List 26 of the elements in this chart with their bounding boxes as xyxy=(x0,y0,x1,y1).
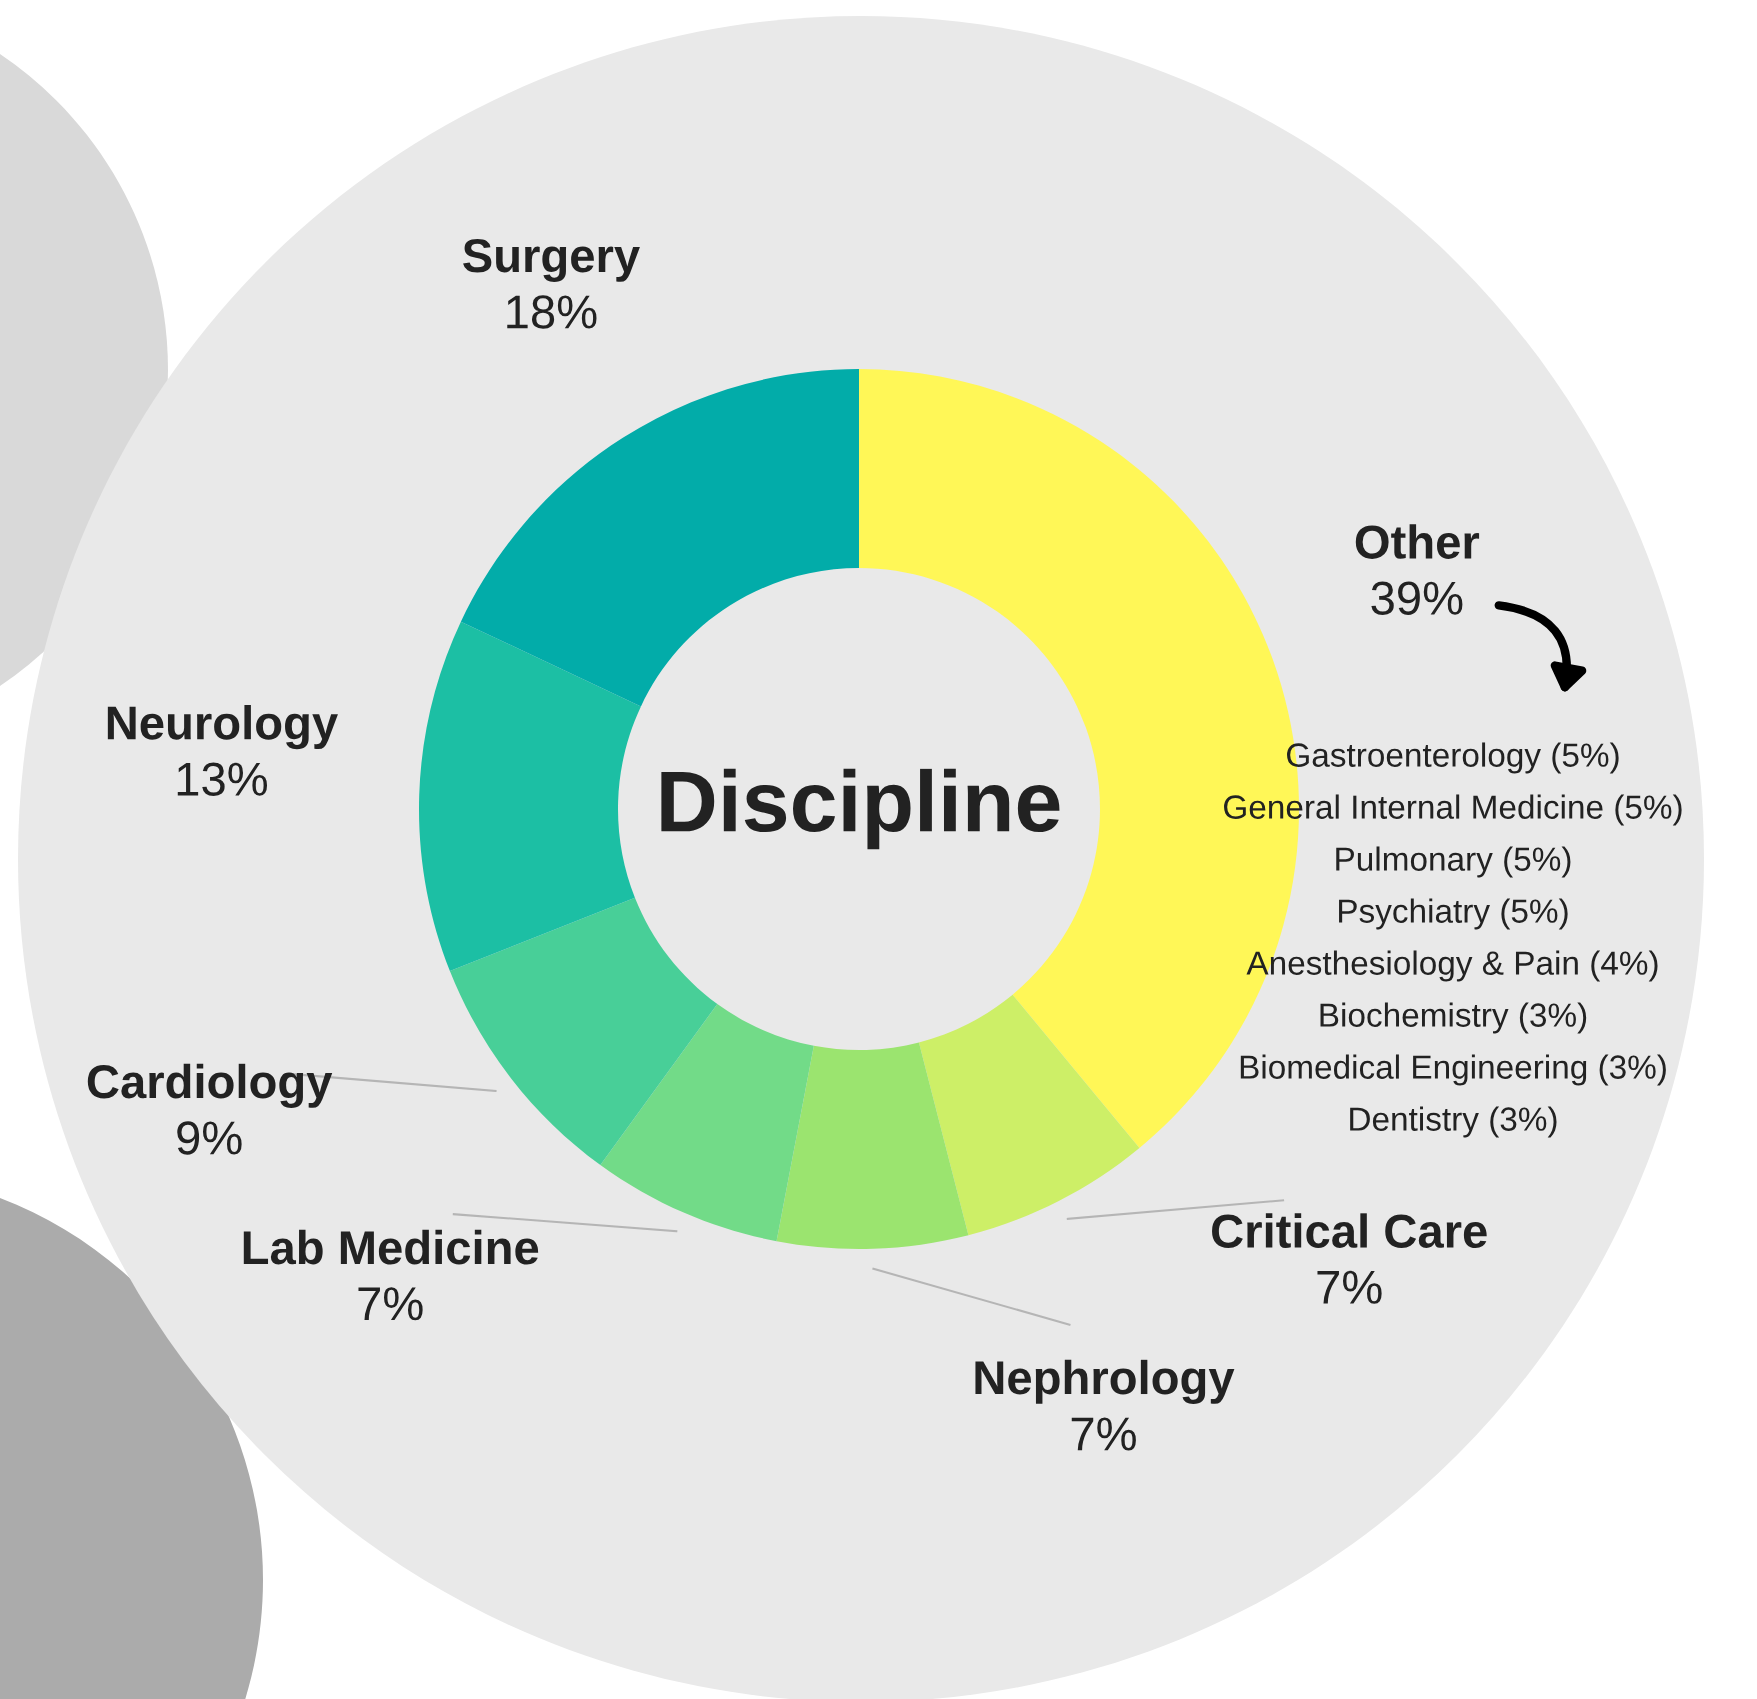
donut-slice xyxy=(449,897,718,1165)
text: Biochemistry (3%) xyxy=(1320,1002,1587,1034)
slice-label: Surgery xyxy=(463,239,640,282)
text: Biomedical Engineering (3%) xyxy=(1240,1054,1666,1086)
data-label: 7% xyxy=(358,1287,423,1321)
data-label: 39% xyxy=(1371,581,1463,615)
slice-label: Other xyxy=(1355,524,1480,559)
donut-slice xyxy=(918,994,1140,1236)
data-label: 18% xyxy=(507,295,597,329)
slice-label: Cardiology xyxy=(87,1063,333,1109)
text: Psychiatry (5%) xyxy=(1339,898,1568,930)
data-label: 7% xyxy=(1317,1270,1382,1304)
slice-label: Nephrology xyxy=(975,1359,1235,1405)
donut-slice xyxy=(600,1003,814,1242)
text: Pulmonary (5%) xyxy=(1336,846,1571,878)
donut-slice xyxy=(419,621,641,971)
data-label: 13% xyxy=(177,762,268,796)
donut-slice xyxy=(776,1042,969,1249)
data-label: 9% xyxy=(177,1121,242,1155)
slice-label: Critical Care xyxy=(1212,1213,1487,1248)
slice-label: Lab Medicine xyxy=(243,1229,539,1265)
text: Discipline xyxy=(661,768,1060,850)
data-label: 7% xyxy=(1071,1417,1136,1451)
slice-label: Neurology xyxy=(107,704,338,750)
donut-slice xyxy=(460,369,859,707)
text: Dentistry (3%) xyxy=(1350,1106,1557,1138)
